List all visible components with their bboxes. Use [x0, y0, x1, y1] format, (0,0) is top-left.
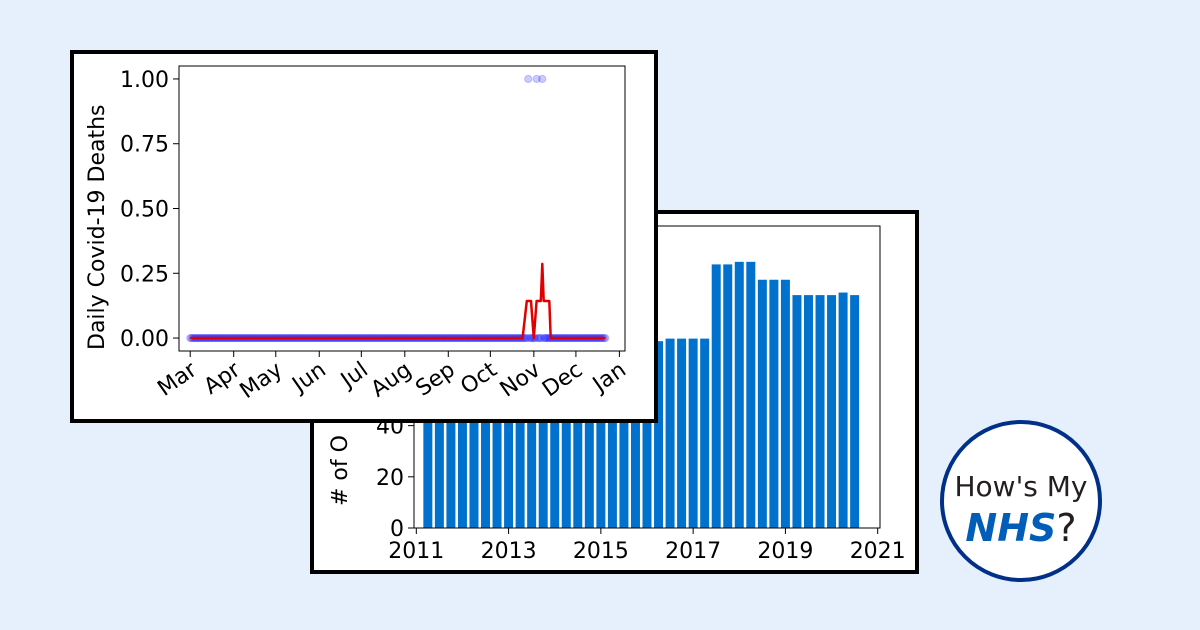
bar	[584, 341, 594, 528]
bar	[734, 261, 744, 528]
bar	[665, 338, 675, 528]
bar	[492, 341, 502, 528]
y-axis-title: Daily Covid-19 Deaths	[85, 105, 110, 351]
plot-frame	[178, 65, 626, 352]
x-tick-label: 2015	[573, 539, 629, 564]
bar	[746, 261, 756, 528]
x-tick-label: Apr	[200, 357, 246, 400]
x-tick-label: 2019	[757, 539, 813, 564]
x-tick-label: 2011	[388, 539, 444, 564]
bar	[434, 341, 444, 528]
bar	[573, 341, 583, 528]
rolling-average-line	[190, 262, 606, 340]
x-tick-label: Nov	[496, 357, 546, 402]
logo-question-mark: ?	[1056, 506, 1077, 550]
x-tick-label: Dec	[538, 357, 587, 402]
x-tick-label: Jun	[287, 357, 331, 398]
bar	[527, 341, 537, 528]
bar	[504, 341, 514, 528]
bar	[688, 338, 698, 528]
covid-deaths-chart-card: 0.00 0.25 0.50 0.75 1.00 Mar Apr May Jun Jul Aug Se…	[70, 50, 658, 423]
daily-death-point	[524, 74, 533, 84]
x-tick-label: 2017	[665, 539, 721, 564]
y-tick-label: 0	[390, 517, 404, 542]
bar	[769, 279, 779, 528]
bar	[550, 341, 560, 528]
bar	[815, 295, 825, 528]
y-tick-label: 0.00	[120, 327, 169, 352]
bar	[457, 341, 467, 528]
x-tick-label: May	[236, 357, 288, 404]
bar	[757, 279, 767, 528]
y-tick-label: 0.50	[120, 198, 169, 223]
bar	[469, 341, 479, 528]
bar	[596, 341, 606, 528]
x-tick-label: Oct	[456, 357, 502, 400]
bar	[642, 341, 652, 528]
bar	[850, 295, 860, 528]
daily-death-point	[540, 333, 550, 343]
bar	[619, 341, 629, 528]
bar	[780, 279, 790, 528]
bar	[838, 292, 848, 528]
y-tick-label: 0.75	[120, 133, 169, 158]
y-axis-title: # of O	[328, 435, 353, 506]
x-tick-label: Jul	[335, 357, 373, 394]
bar	[561, 341, 571, 528]
bar	[677, 338, 687, 528]
logo-line-2: NHS?	[944, 506, 1098, 550]
bar	[711, 264, 721, 528]
bar	[654, 341, 664, 528]
bar	[423, 341, 433, 528]
bar	[515, 341, 525, 528]
daily-death-point	[536, 333, 545, 343]
daily-death-point	[535, 333, 544, 343]
bar	[723, 264, 733, 528]
y-tick-label: 0.25	[120, 262, 169, 287]
logo-line-1: How's My	[954, 470, 1088, 503]
bar	[538, 341, 548, 528]
bar	[630, 341, 640, 528]
x-tick-label: Sep	[411, 357, 459, 401]
y-tick-label: 1.00	[120, 68, 169, 93]
x-tick-label: Jan	[587, 357, 631, 398]
bar	[803, 295, 813, 528]
logo-nhs-text: NHS	[965, 506, 1057, 550]
x-tick-label: 2013	[481, 539, 537, 564]
bar	[446, 341, 456, 528]
bar	[700, 338, 710, 528]
bar	[792, 295, 802, 528]
bar	[827, 295, 837, 528]
hows-my-nhs-logo: How's My NHS?	[940, 420, 1102, 582]
y-tick-label: 20	[376, 466, 404, 491]
daily-death-point	[532, 74, 541, 84]
daily-death-point	[538, 74, 547, 84]
bar	[607, 341, 617, 528]
x-tick-label: Aug	[367, 357, 417, 402]
bar	[481, 341, 491, 528]
daily-death-point	[539, 333, 548, 343]
x-tick-label: Mar	[153, 357, 202, 402]
x-tick-label: 2021	[850, 539, 906, 564]
